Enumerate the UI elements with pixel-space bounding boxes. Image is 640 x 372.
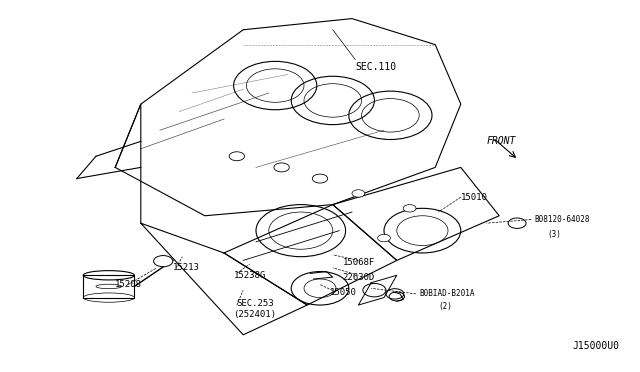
Text: 15010: 15010: [461, 193, 488, 202]
Text: 15208: 15208: [115, 280, 142, 289]
Circle shape: [352, 190, 365, 197]
Text: B0BIAD-B201A: B0BIAD-B201A: [419, 289, 475, 298]
Text: FRONT: FRONT: [486, 137, 516, 146]
Text: (2): (2): [438, 302, 452, 311]
Text: SEC.253: SEC.253: [237, 299, 275, 308]
Circle shape: [274, 163, 289, 172]
Text: B08120-64028: B08120-64028: [534, 215, 590, 224]
Text: 15050: 15050: [330, 288, 356, 296]
Text: 15068F: 15068F: [342, 258, 374, 267]
Text: 15238G: 15238G: [234, 271, 266, 280]
Text: 15213: 15213: [173, 263, 200, 272]
Text: 22630D: 22630D: [342, 273, 374, 282]
Text: SEC.110: SEC.110: [355, 62, 396, 72]
Circle shape: [229, 152, 244, 161]
Text: (3): (3): [547, 230, 561, 239]
Circle shape: [403, 205, 416, 212]
Text: J15000U0: J15000U0: [573, 341, 620, 351]
Circle shape: [154, 256, 173, 267]
Text: (252401): (252401): [234, 310, 276, 319]
Circle shape: [312, 174, 328, 183]
Circle shape: [378, 234, 390, 242]
